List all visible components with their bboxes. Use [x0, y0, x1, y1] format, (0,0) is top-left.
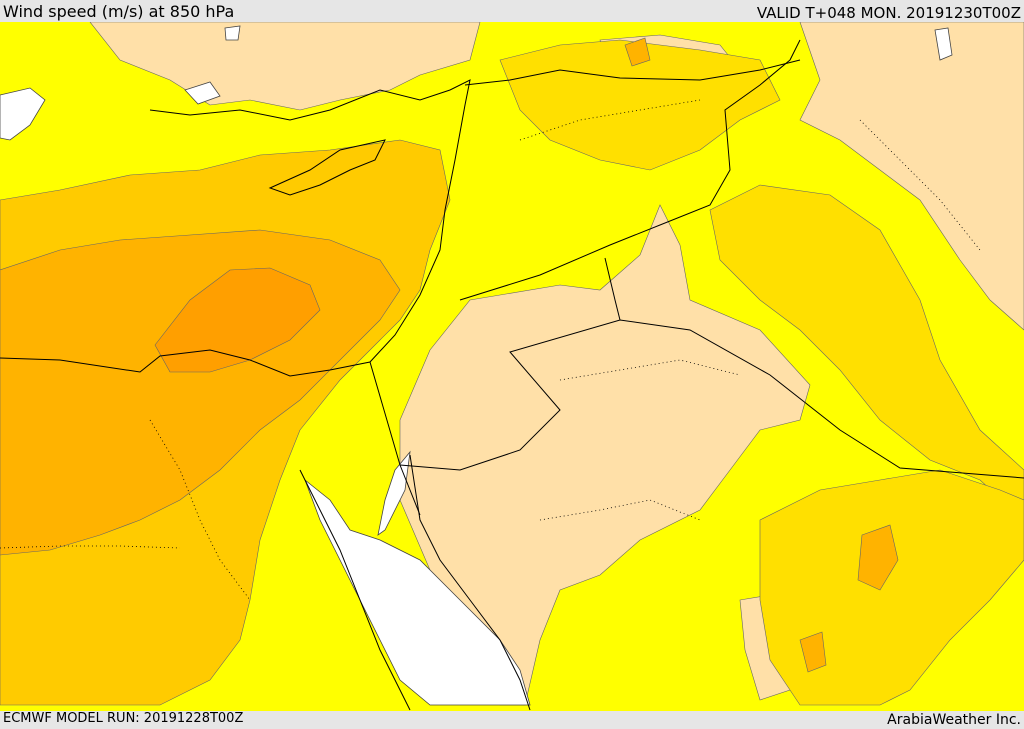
- orange-patch-north: [624, 37, 651, 67]
- syria-iraq-border: [459, 39, 801, 301]
- dark-orange-zone-nile-delta: [154, 267, 321, 373]
- valid-time-label: VALID T+048 MON. 20191230T00Z: [756, 4, 1021, 22]
- dotted-boundary-east: [859, 119, 981, 251]
- dotted-boundary-egypt: [149, 419, 251, 601]
- orange-patch-yemen: [857, 524, 899, 591]
- north-lake: [934, 27, 953, 61]
- orange-patch-south: [799, 631, 827, 673]
- dotted-boundary-arabia: [559, 359, 741, 381]
- model-run-label: ECMWF MODEL RUN: 20191228T00Z: [3, 711, 244, 726]
- light-zone-northwest: [89, 22, 481, 111]
- iraq-jordan-border: [604, 257, 621, 321]
- header-bar: Wind speed (m/s) at 850 hPa VALID T+048 …: [0, 0, 1024, 22]
- aegean-sea-fragment: [0, 87, 46, 141]
- light-zone-northeast: [799, 22, 1024, 331]
- red-sea-west-coast: [299, 469, 411, 711]
- gold-zone-south: [759, 469, 1024, 706]
- internal-boundaries: [0, 99, 981, 601]
- wind-speed-map: [0, 22, 1024, 711]
- gulf-of-aqaba: [377, 450, 411, 536]
- map-canvas: [0, 22, 1024, 711]
- map-borders: [0, 39, 1024, 711]
- mediterranean-coast: [0, 79, 471, 377]
- turkey-syria-border: [464, 59, 801, 86]
- map-title: Wind speed (m/s) at 850 hPa: [3, 2, 235, 21]
- footer-bar: ECMWF MODEL RUN: 20191228T00Z ArabiaWeat…: [0, 711, 1024, 729]
- cyprus-coast: [268, 139, 386, 196]
- gold-zone-levant: [499, 39, 781, 171]
- sea-of-marmara-fragment: [184, 81, 221, 105]
- lake-van-area: [224, 25, 241, 41]
- red-sea: [304, 478, 531, 706]
- credit-label: ArabiaWeather Inc.: [887, 712, 1021, 728]
- gold-zone-iraq: [709, 184, 1024, 521]
- red-sea-east-coast: [409, 454, 531, 711]
